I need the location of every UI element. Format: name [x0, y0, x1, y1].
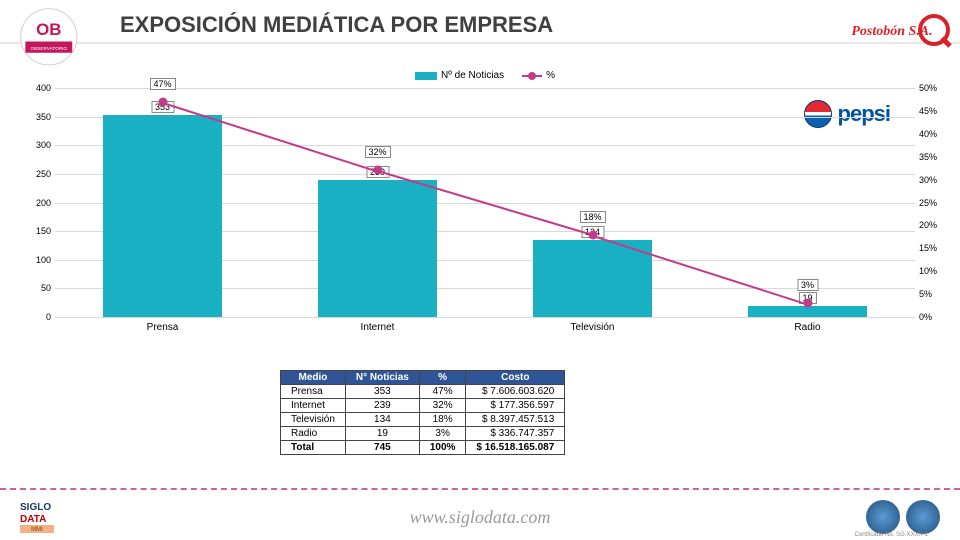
table-cell: Televisión [281, 413, 346, 427]
y-left-tick: 200 [25, 198, 51, 208]
table-cell: 19 [345, 427, 419, 441]
svg-text:OB: OB [36, 20, 61, 39]
legend-line-label: % [546, 70, 555, 81]
siglodata-logo: SIGLO DATA MMI [20, 498, 100, 534]
y-right-tick: 5% [919, 289, 949, 299]
y-left-tick: 150 [25, 226, 51, 236]
svg-text:Postobón S.A.: Postobón S.A. [852, 24, 933, 39]
y-right-tick: 10% [919, 266, 949, 276]
bar: 353 [103, 115, 221, 317]
table-cell: 3% [419, 427, 466, 441]
legend-bar-swatch [415, 72, 437, 80]
svg-text:MMI: MMI [31, 527, 43, 533]
y-right-tick: 35% [919, 152, 949, 162]
y-left-tick: 0 [25, 312, 51, 322]
y-right-tick: 50% [919, 83, 949, 93]
table-cell: Total [281, 441, 346, 455]
footer-divider [0, 488, 960, 490]
line-point [588, 230, 597, 239]
cert-number: Certificado No. SG-XXXX-1 [855, 532, 928, 538]
y-right-tick: 0% [919, 312, 949, 322]
cert-badge-icon [906, 500, 940, 534]
line-point [803, 299, 812, 308]
table-header: Costo [466, 371, 565, 385]
footer-certifications [866, 500, 940, 534]
x-axis-label: Internet [361, 322, 395, 333]
footer-url: www.siglodata.com [410, 507, 551, 528]
chart-legend: Nº de Noticias % [415, 70, 555, 81]
table-cell: Radio [281, 427, 346, 441]
line-value-label: 32% [364, 146, 390, 158]
y-left-tick: 400 [25, 83, 51, 93]
line-value-label: 3% [797, 279, 818, 291]
y-right-tick: 15% [919, 243, 949, 253]
table-cell: 100% [419, 441, 466, 455]
table-cell: $ 8.397.457.513 [466, 413, 565, 427]
table-cell: $ 16.518.165.087 [466, 441, 565, 455]
legend-bar-label: Nº de Noticias [441, 70, 504, 81]
x-axis-label: Radio [794, 322, 820, 333]
chart-plot-area: 0501001502002503003504000%5%10%15%20%25%… [55, 88, 915, 317]
line-point [373, 166, 382, 175]
media-summary-table: MedioN° Noticias%Costo Prensa35347%$ 7.6… [280, 370, 565, 455]
y-right-tick: 45% [919, 106, 949, 116]
table-cell: $ 177.356.597 [466, 399, 565, 413]
table-cell: 745 [345, 441, 419, 455]
y-right-tick: 20% [919, 220, 949, 230]
postobon-logo: Postobón S.A. [852, 8, 952, 53]
bar: 134 [533, 240, 651, 317]
table-total-row: Total745100%$ 16.518.165.087 [281, 441, 565, 455]
y-right-tick: 30% [919, 175, 949, 185]
y-left-tick: 250 [25, 169, 51, 179]
table-header: % [419, 371, 466, 385]
table-row: Televisión13418%$ 8.397.457.513 [281, 413, 565, 427]
table-header: Medio [281, 371, 346, 385]
legend-line-swatch [522, 75, 542, 77]
cert-badge-icon [866, 500, 900, 534]
table-cell: 239 [345, 399, 419, 413]
y-left-tick: 300 [25, 140, 51, 150]
table-cell: Internet [281, 399, 346, 413]
table-cell: $ 336.747.357 [466, 427, 565, 441]
page-title: EXPOSICIÓN MEDIÁTICA POR EMPRESA [0, 8, 960, 44]
svg-text:DATA: DATA [20, 514, 46, 525]
table-cell: $ 7.606.603.620 [466, 385, 565, 399]
y-left-tick: 350 [25, 112, 51, 122]
y-left-tick: 50 [25, 283, 51, 293]
x-axis-label: Prensa [147, 322, 179, 333]
table-cell: 353 [345, 385, 419, 399]
y-left-tick: 100 [25, 255, 51, 265]
table-cell: 134 [345, 413, 419, 427]
table-cell: Prensa [281, 385, 346, 399]
y-right-tick: 40% [919, 129, 949, 139]
line-value-label: 18% [579, 211, 605, 223]
table-row: Radio193%$ 336.747.357 [281, 427, 565, 441]
line-value-label: 47% [149, 78, 175, 90]
bar: 19 [748, 306, 866, 317]
svg-text:OBSERVATORIO: OBSERVATORIO [31, 46, 68, 51]
table-cell: 18% [419, 413, 466, 427]
y-right-tick: 25% [919, 198, 949, 208]
line-point [158, 97, 167, 106]
svg-text:SIGLO: SIGLO [20, 502, 51, 513]
table-row: Prensa35347%$ 7.606.603.620 [281, 385, 565, 399]
bar: 239 [318, 180, 436, 317]
table-row: Internet23932%$ 177.356.597 [281, 399, 565, 413]
table-header: N° Noticias [345, 371, 419, 385]
observatorio-logo: OB OBSERVATORIO [6, 4, 101, 79]
table-cell: 47% [419, 385, 466, 399]
table-cell: 32% [419, 399, 466, 413]
media-exposure-chart: Nº de Noticias % 05010015020025030035040… [55, 70, 915, 335]
x-axis-label: Televisión [571, 322, 615, 333]
